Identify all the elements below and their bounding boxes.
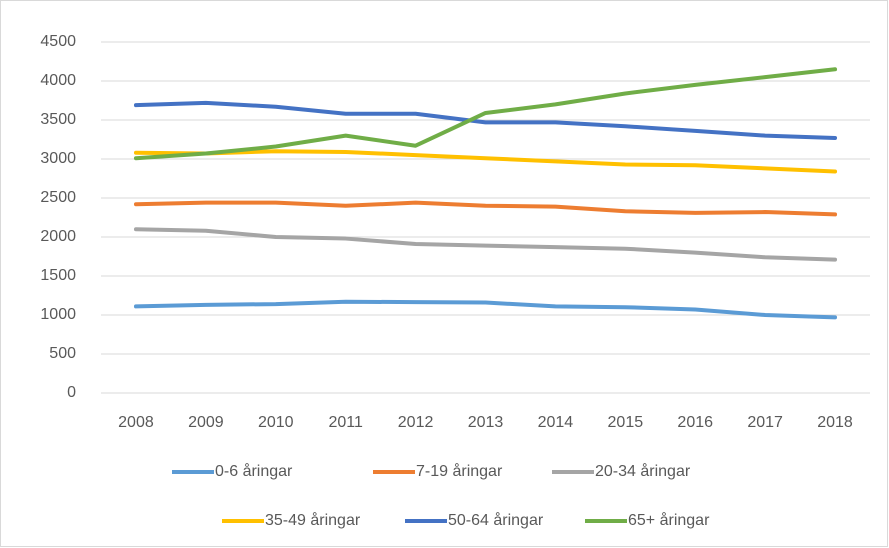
legend-label: 20-34 åringar [595,462,691,480]
y-tick-label: 3000 [40,150,76,167]
series-line [133,149,838,174]
x-tick-label: 2009 [188,414,224,431]
y-tick-label: 2000 [40,228,76,245]
legend-label: 7-19 åringar [416,462,503,480]
series-line [133,100,838,140]
series-line [133,299,838,320]
x-tick-label: 2008 [118,414,154,431]
y-tick-label: 3500 [40,111,76,128]
x-tick-label: 2012 [398,414,434,431]
x-tick-label: 2013 [468,414,504,431]
x-tick-label: 2014 [538,414,574,431]
x-tick-label: 2016 [677,414,713,431]
legend-label: 0-6 åringar [215,462,293,480]
x-tick-label: 2011 [328,414,363,431]
y-tick-label: 4500 [40,33,76,50]
y-tick-label: 1000 [40,306,76,323]
x-tick-label: 2015 [608,414,644,431]
x-tick-label: 2010 [258,414,294,431]
x-tick-label: 2017 [747,414,783,431]
series-line [133,227,838,262]
x-tick-label: 2018 [817,414,853,431]
y-tick-label: 4000 [40,72,76,89]
y-tick-label: 0 [67,384,76,401]
y-tick-label: 500 [49,345,76,362]
series-line [133,67,838,161]
series-line [133,200,838,217]
y-tick-label: 2500 [40,189,76,206]
legend-label: 65+ åringar [628,511,710,529]
legend-label: 50-64 åringar [448,511,544,529]
y-tick-label: 1500 [40,267,76,284]
legend-label: 35-49 åringar [265,511,361,529]
